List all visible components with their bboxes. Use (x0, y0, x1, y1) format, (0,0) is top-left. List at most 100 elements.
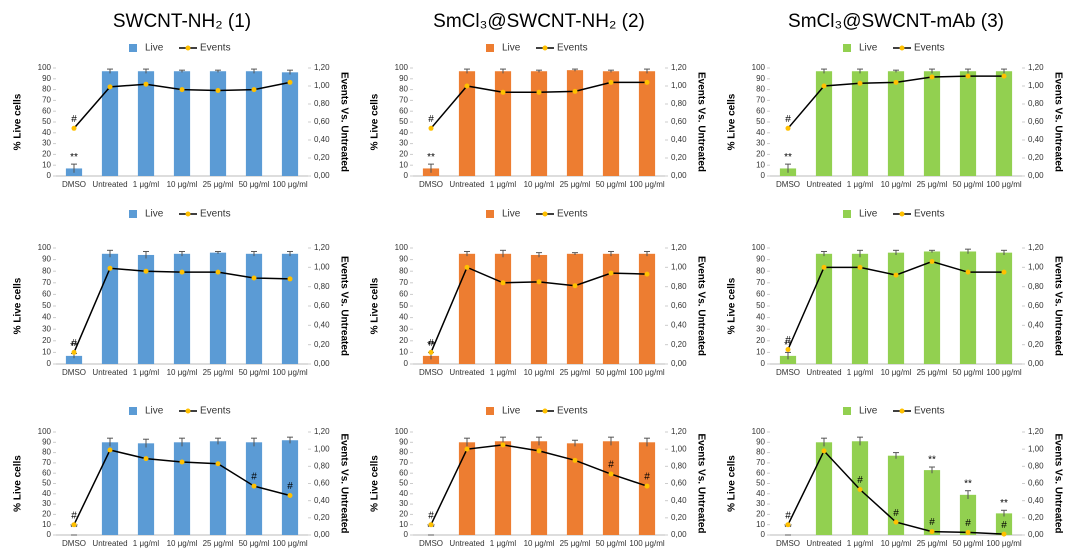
y2-tick-label: 1,00 (1028, 262, 1044, 271)
bar (923, 71, 941, 176)
y-tick-label: 40 (42, 128, 51, 137)
error-bar (821, 437, 827, 447)
y-axis-label: % Live cells (370, 93, 381, 150)
y-tick-label: 60 (399, 290, 408, 299)
y-tick-label: 30 (42, 139, 51, 148)
x-tick-label: DMSO (776, 180, 800, 189)
annotation: # (785, 335, 791, 346)
bar (530, 441, 548, 535)
error-bar (251, 68, 257, 74)
y2-tick-label: 0,60 (1028, 479, 1044, 488)
x-tick-label: Untreated (92, 180, 127, 189)
y-tick-label: 0 (404, 171, 409, 180)
x-tick-label: 100 μg/ml (986, 180, 1022, 189)
x-tick-label: DMSO (419, 180, 443, 189)
events-marker (785, 522, 791, 528)
error-bar (965, 68, 971, 74)
y2-tick-label: 0,40 (314, 320, 330, 329)
x-tick-label: DMSO (419, 539, 443, 548)
x-tick-label: Untreated (92, 368, 127, 377)
annotation: ** (784, 152, 792, 163)
events-marker (572, 88, 578, 94)
events-marker (608, 471, 614, 477)
y-axis-label: % Live cells (370, 455, 381, 512)
bar (959, 251, 977, 364)
y2-tick-label: 1,20 (314, 427, 330, 436)
y-tick-label: 60 (42, 468, 51, 477)
bar (458, 253, 476, 364)
y2-axis-label: Events Vs. Untreated (695, 256, 706, 356)
y2-tick-label: 0,20 (671, 340, 687, 349)
legend-swatch (486, 210, 494, 218)
y-tick-label: 30 (399, 324, 408, 333)
y-tick-label: 40 (42, 313, 51, 322)
legend-swatch (843, 44, 851, 52)
x-tick-label: 25 μg/ml (917, 368, 948, 377)
y2-tick-label: 1,20 (671, 243, 687, 252)
legend-swatch (129, 44, 137, 52)
bar (137, 443, 155, 535)
error-bar (608, 436, 614, 446)
y-tick-label: 60 (756, 290, 765, 299)
chart-title: SmCl₃@SWCNT-NH₂ (2) (433, 11, 645, 32)
legend-label: Events (200, 406, 231, 417)
y2-axis-label: Events Vs. Untreated (1052, 72, 1063, 172)
y-tick-label: 0 (404, 530, 409, 539)
bar (566, 70, 584, 176)
y-tick-label: 70 (42, 96, 51, 105)
chart-panel: 0 10 20 30 40 50 60 70 80 90 100 0,00 0,20 0,40 0,60 0,… (727, 209, 1064, 377)
y-tick-label: 90 (42, 74, 51, 83)
events-marker (179, 459, 185, 465)
bar (209, 71, 227, 176)
y-tick-label: 40 (756, 128, 765, 137)
annotation: ** (784, 523, 792, 534)
x-tick-label: 50 μg/ml (239, 180, 270, 189)
bar (851, 253, 869, 364)
y-tick-label: 30 (42, 324, 51, 333)
bar (815, 71, 833, 176)
bar (887, 71, 905, 176)
events-marker (785, 125, 791, 131)
error-bar (893, 69, 899, 73)
legend-label: Events (557, 406, 588, 417)
legend-label: Events (557, 43, 588, 54)
legend-label: Events (200, 43, 231, 54)
y-tick-label: 80 (42, 448, 51, 457)
bar (101, 253, 119, 364)
y-tick-label: 50 (399, 479, 408, 488)
bar (173, 71, 191, 176)
y2-tick-label: 0,40 (671, 135, 687, 144)
events-marker (644, 79, 650, 85)
y-tick-label: 40 (399, 489, 408, 498)
annotation: # (428, 114, 434, 125)
bar (209, 252, 227, 364)
legend-swatch (843, 407, 851, 415)
events-marker (644, 271, 650, 277)
error-bar (785, 163, 791, 173)
y2-tick-label: 0,40 (314, 135, 330, 144)
events-marker (608, 79, 614, 85)
error-bar (644, 250, 650, 257)
error-bar (572, 439, 578, 447)
y2-tick-label: 1,00 (1028, 444, 1044, 453)
events-marker (857, 264, 863, 270)
y-tick-label: 30 (756, 139, 765, 148)
x-tick-label: 25 μg/ml (560, 539, 591, 548)
y2-tick-label: 0,20 (314, 340, 330, 349)
events-marker (251, 483, 257, 489)
y2-axis-label: Events Vs. Untreated (1052, 256, 1063, 356)
annotation: # (608, 460, 614, 471)
y-tick-label: 90 (756, 74, 765, 83)
y-tick-label: 70 (756, 458, 765, 467)
events-marker (857, 487, 863, 493)
error-bar (143, 438, 149, 448)
y-tick-label: 10 (756, 348, 765, 357)
y-tick-label: 40 (756, 313, 765, 322)
events-marker (785, 347, 791, 352)
y-tick-label: 60 (399, 468, 408, 477)
x-tick-label: 100 μg/ml (272, 180, 308, 189)
y2-tick-label: 0,60 (1028, 301, 1044, 310)
y-tick-label: 90 (42, 255, 51, 264)
